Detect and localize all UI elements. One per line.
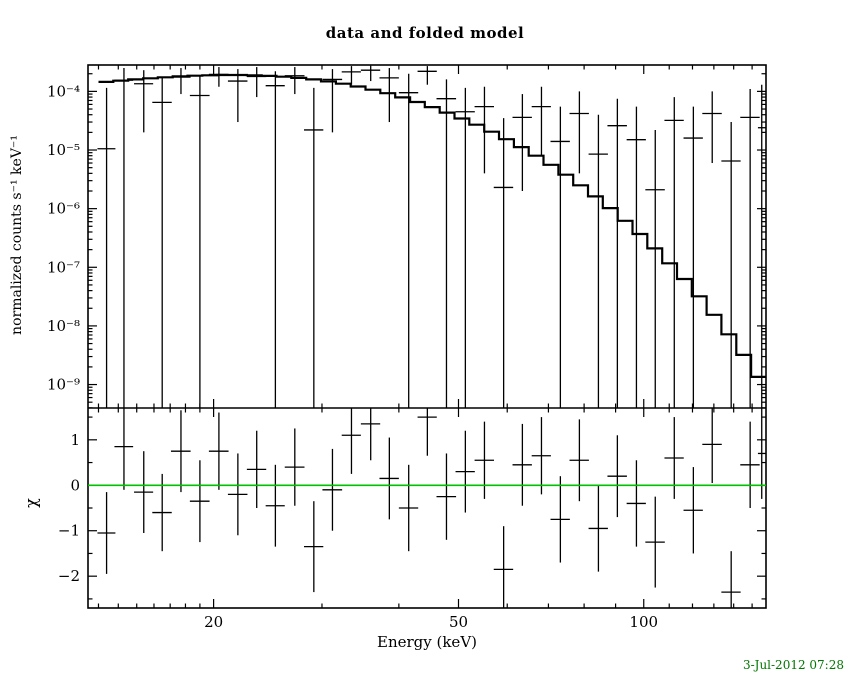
data-error-bars: [97, 65, 766, 408]
svg-text:−2: −2: [58, 567, 80, 585]
plot-title: data and folded model: [325, 24, 525, 42]
svg-text:0: 0: [70, 476, 80, 494]
timestamp: 3-Jul-2012 07:28: [742, 658, 844, 672]
residual-error-bars: [97, 408, 766, 608]
axis-ticks: [88, 65, 766, 608]
svg-text:10⁻⁴: 10⁻⁴: [47, 82, 80, 100]
svg-text:10⁻⁸: 10⁻⁸: [47, 317, 80, 335]
svg-text:50: 50: [449, 613, 468, 631]
svg-text:1: 1: [70, 431, 80, 449]
svg-text:10⁻⁶: 10⁻⁶: [47, 200, 80, 218]
svg-text:100: 100: [629, 613, 658, 631]
svg-text:10⁻⁹: 10⁻⁹: [47, 376, 80, 394]
svg-text:10⁻⁷: 10⁻⁷: [47, 258, 80, 276]
axis-tick-labels: 20 50 100 10⁻⁴ 10⁻⁵ 10⁻⁶ 10⁻⁷ 10⁻⁸ 10⁻⁹ 1 0 −1 −2: [47, 82, 658, 631]
svg-text:−1: −1: [58, 522, 80, 540]
model-step-line: [98, 73, 766, 378]
plot-frame: [87, 64, 767, 609]
svg-text:10⁻⁵: 10⁻⁵: [47, 141, 80, 159]
svg-text:20: 20: [204, 613, 223, 631]
x-axis-label: Energy (keV): [376, 633, 478, 651]
